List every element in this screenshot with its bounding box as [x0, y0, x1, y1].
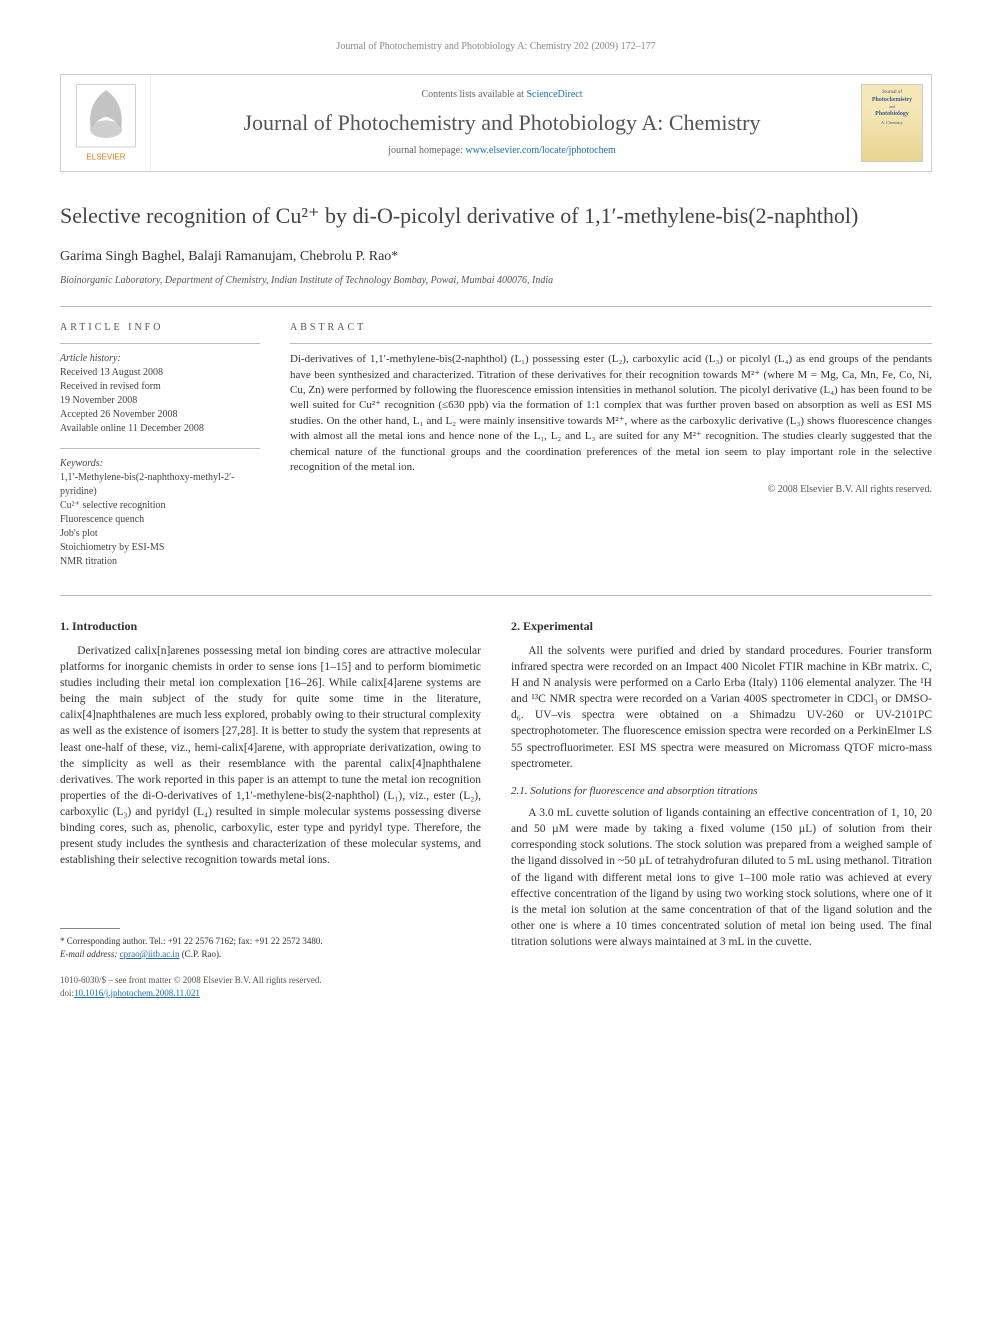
section-2-para: All the solvents were purified and dried… [511, 643, 932, 772]
article-history: Article history: Received 13 August 2008… [60, 352, 260, 436]
cover-line3: Photobiology [866, 110, 918, 118]
history-item: Available online 11 December 2008 [60, 422, 260, 436]
email-label: E-mail address: [60, 949, 120, 959]
abstract-copyright: © 2008 Elsevier B.V. All rights reserved… [290, 483, 932, 497]
section-2-1-para: A 3.0 mL cuvette solution of ligands con… [511, 805, 932, 950]
email-who: (C.P. Rao). [179, 949, 221, 959]
front-matter-line: 1010-6030/$ – see front matter © 2008 El… [60, 974, 481, 987]
homepage-line: journal homepage: www.elsevier.com/locat… [161, 144, 843, 158]
keyword: Job's plot [60, 527, 260, 541]
homepage-prefix: journal homepage: [388, 145, 465, 156]
meta-abstract-row: ARTICLE INFO Article history: Received 1… [60, 321, 932, 581]
journal-cover-thumb: Journal of Photochemistry and Photobiolo… [853, 75, 931, 171]
email-link[interactable]: cprao@iitb.ac.in [120, 949, 180, 959]
contents-prefix: Contents lists available at [421, 89, 526, 100]
keyword: Fluorescence quench [60, 513, 260, 527]
running-head: Journal of Photochemistry and Photobiolo… [60, 40, 932, 54]
keywords-block: Keywords: 1,1′-Methylene-bis(2-naphthoxy… [60, 457, 260, 569]
history-item: Accepted 26 November 2008 [60, 408, 260, 422]
rule-bottom [60, 595, 932, 596]
doi-link[interactable]: 10.1016/j.jphotochem.2008.11.021 [74, 988, 200, 998]
affiliation: Bioinorganic Laboratory, Department of C… [60, 274, 932, 288]
footnote-rule [60, 928, 120, 929]
history-item: Received in revised form [60, 380, 260, 394]
journal-header-center: Contents lists available at ScienceDirec… [151, 75, 853, 171]
svg-text:ELSEVIER: ELSEVIER [86, 152, 125, 161]
abstract-heading: ABSTRACT [290, 321, 932, 335]
article-info-col: ARTICLE INFO Article history: Received 1… [60, 321, 260, 581]
contents-available-line: Contents lists available at ScienceDirec… [161, 88, 843, 102]
history-label: Article history: [60, 352, 260, 366]
elsevier-logo: ELSEVIER [61, 75, 151, 171]
keyword: Cu²⁺ selective recognition [60, 499, 260, 513]
keyword: NMR titration [60, 555, 260, 569]
body-two-column: 1. Introduction Derivatized calix[n]aren… [60, 618, 932, 999]
section-2-1-title: 2.1. Solutions for fluorescence and abso… [511, 784, 932, 799]
right-column: 2. Experimental All the solvents were pu… [511, 618, 932, 999]
cover-sub: A: Chemistry [866, 120, 918, 126]
keyword: Stoichiometry by ESI-MS [60, 541, 260, 555]
homepage-link[interactable]: www.elsevier.com/locate/jphotochem [465, 145, 615, 156]
article-title: Selective recognition of Cu²⁺ by di-O-pi… [60, 202, 932, 231]
rule-top [60, 306, 932, 307]
doi-label: doi: [60, 988, 74, 998]
history-item: Received 13 August 2008 [60, 366, 260, 380]
section-2-title: 2. Experimental [511, 618, 932, 635]
keyword: 1,1′-Methylene-bis(2-naphthoxy-methyl-2′… [60, 471, 260, 499]
doi-line: doi:10.1016/j.jphotochem.2008.11.021 [60, 987, 481, 1000]
footnote-email-line: E-mail address: cprao@iitb.ac.in (C.P. R… [60, 948, 481, 961]
section-1-para: Derivatized calix[n]arenes possessing me… [60, 643, 481, 868]
cover-line2: Photochemistry [866, 96, 918, 104]
authors: Garima Singh Baghel, Balaji Ramanujam, C… [60, 247, 932, 267]
journal-name: Journal of Photochemistry and Photobiolo… [161, 110, 843, 136]
history-item: 19 November 2008 [60, 394, 260, 408]
article-info-heading: ARTICLE INFO [60, 321, 260, 335]
cover-line1: Journal of [866, 89, 918, 96]
abstract-text: Di-derivatives of 1,1′-methylene-bis(2-n… [290, 352, 932, 475]
keywords-label: Keywords: [60, 457, 260, 471]
journal-header-box: ELSEVIER Contents lists available at Sci… [60, 74, 932, 172]
footnote-corresponding: * Corresponding author. Tel.: +91 22 257… [60, 935, 481, 948]
left-column: 1. Introduction Derivatized calix[n]aren… [60, 618, 481, 999]
doi-area: 1010-6030/$ – see front matter © 2008 El… [60, 974, 481, 999]
abstract-col: ABSTRACT Di-derivatives of 1,1′-methylen… [290, 321, 932, 581]
sciencedirect-link[interactable]: ScienceDirect [526, 89, 582, 100]
section-1-title: 1. Introduction [60, 618, 481, 635]
